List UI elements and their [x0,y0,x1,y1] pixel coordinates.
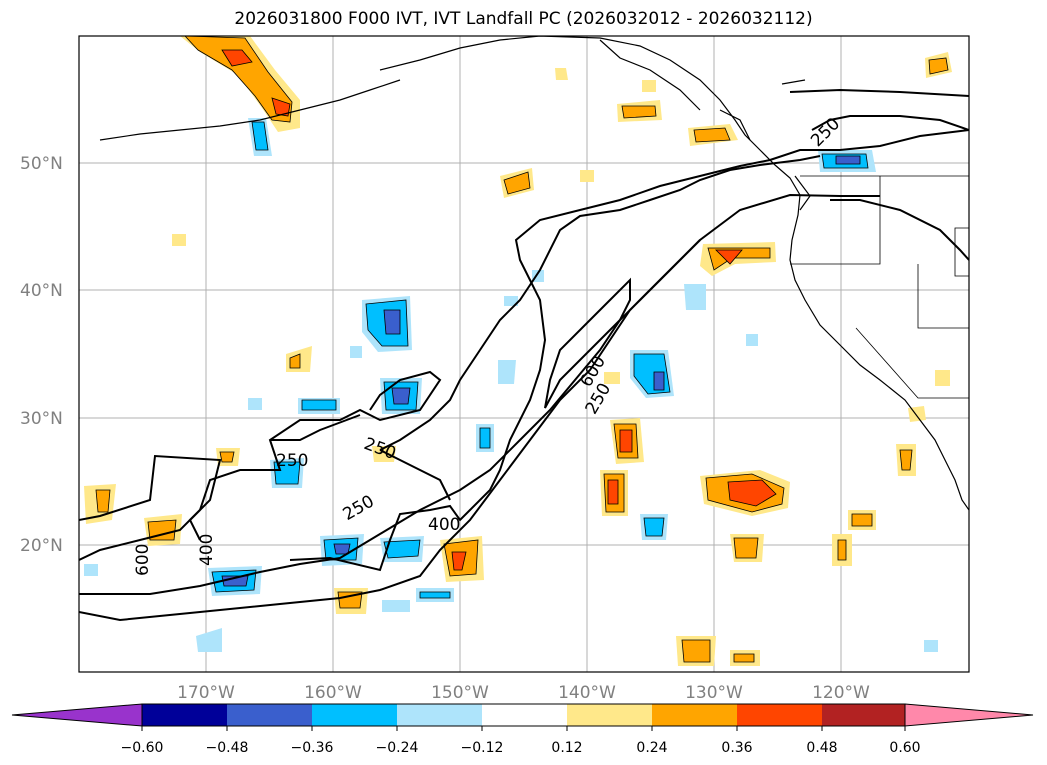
colorbar-tick-label: −0.48 [206,740,249,756]
lon-label: 120°W [812,683,870,703]
contour-label: 250 [340,491,378,525]
colorbar-extend-low [11,703,143,727]
colorbar-segment [482,704,567,726]
colorbar-tick-label: −0.60 [121,740,164,756]
colorbar-segment [227,704,312,726]
map-plot-area [79,36,969,672]
colorbar-frame [141,703,906,727]
lon-label: 170°W [177,683,235,703]
lon-label: 130°W [685,683,743,703]
lat-label: 50°N [20,154,63,174]
colorbar-segment [312,704,397,726]
lon-label: 140°W [558,683,616,703]
longitude-labels: 170°W 160°W 150°W 140°W 130°W 120°W [177,683,870,703]
coastlines [99,36,969,511]
colorbar-segment [142,704,227,726]
plot-frame [78,35,970,673]
lon-label: 150°W [431,683,489,703]
colorbar-tick-label: 0.48 [806,740,837,756]
colorbar-tick-label: 0.12 [551,740,582,756]
contour-label: 400 [428,515,460,535]
contour-label: 250 [276,451,308,471]
contour-label: 250 [807,114,844,151]
latitude-labels: 50°N 40°N 30°N 20°N [20,154,63,556]
colorbar-ticks [141,726,906,731]
political-borders [790,175,969,399]
lon-label: 160°W [304,683,362,703]
colorbar-segment [652,704,737,726]
colorbar: −0.60 −0.48 −0.36 −0.24 −0.12 0.12 0.24 … [11,703,1034,756]
colorbar-tick-label: −0.36 [291,740,334,756]
colorbar-tick-label: 0.36 [721,740,752,756]
contour-label: 600 [133,544,153,576]
colorbar-segment [567,704,652,726]
contour-label: 400 [197,534,217,566]
colorbar-tick-label: 0.24 [636,740,667,756]
colorbar-segment [822,704,905,726]
colorbar-tick-label: 0.60 [889,740,920,756]
colorbar-tick-label: −0.24 [376,740,419,756]
colorbar-segment [737,704,822,726]
positive-anomaly-blobs [84,36,952,666]
negative-anomaly-blobs [84,118,938,652]
colorbar-tick-label: −0.12 [461,740,504,756]
contour-label: 250 [361,434,398,464]
ivt-contours [79,88,969,622]
lat-label: 40°N [20,281,63,301]
lat-label: 20°N [20,536,63,556]
lat-label: 30°N [20,409,63,429]
colorbar-extend-high [904,703,1034,727]
colorbar-segment [397,704,482,726]
map-title: 2026031800 F000 IVT, IVT Landfall PC (20… [234,9,813,29]
